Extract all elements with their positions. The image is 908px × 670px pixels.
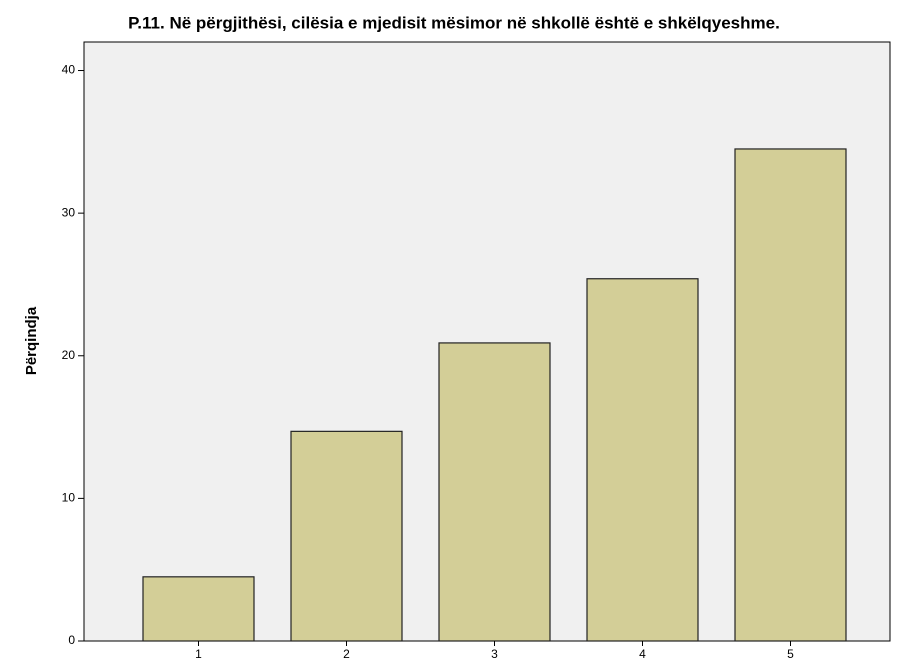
y-tick-label: 0 bbox=[68, 633, 75, 647]
bar bbox=[438, 342, 551, 642]
x-tick-label: 5 bbox=[787, 647, 794, 661]
y-tick-label: 10 bbox=[62, 491, 76, 505]
y-axis-label: Përqindja bbox=[23, 306, 40, 375]
bar bbox=[734, 148, 847, 642]
y-tick-label: 20 bbox=[62, 348, 76, 362]
bar bbox=[586, 278, 699, 642]
bar bbox=[290, 430, 403, 642]
x-tick-label: 1 bbox=[195, 647, 202, 661]
x-tick-label: 2 bbox=[343, 647, 350, 661]
x-tick-label: 4 bbox=[639, 647, 646, 661]
chart-title: P.11. Në përgjithësi, cilësia e mjedisit… bbox=[128, 13, 780, 32]
bar bbox=[142, 576, 255, 642]
y-tick-label: 40 bbox=[62, 63, 76, 77]
x-tick-label: 3 bbox=[491, 647, 498, 661]
y-tick-label: 30 bbox=[62, 205, 76, 219]
